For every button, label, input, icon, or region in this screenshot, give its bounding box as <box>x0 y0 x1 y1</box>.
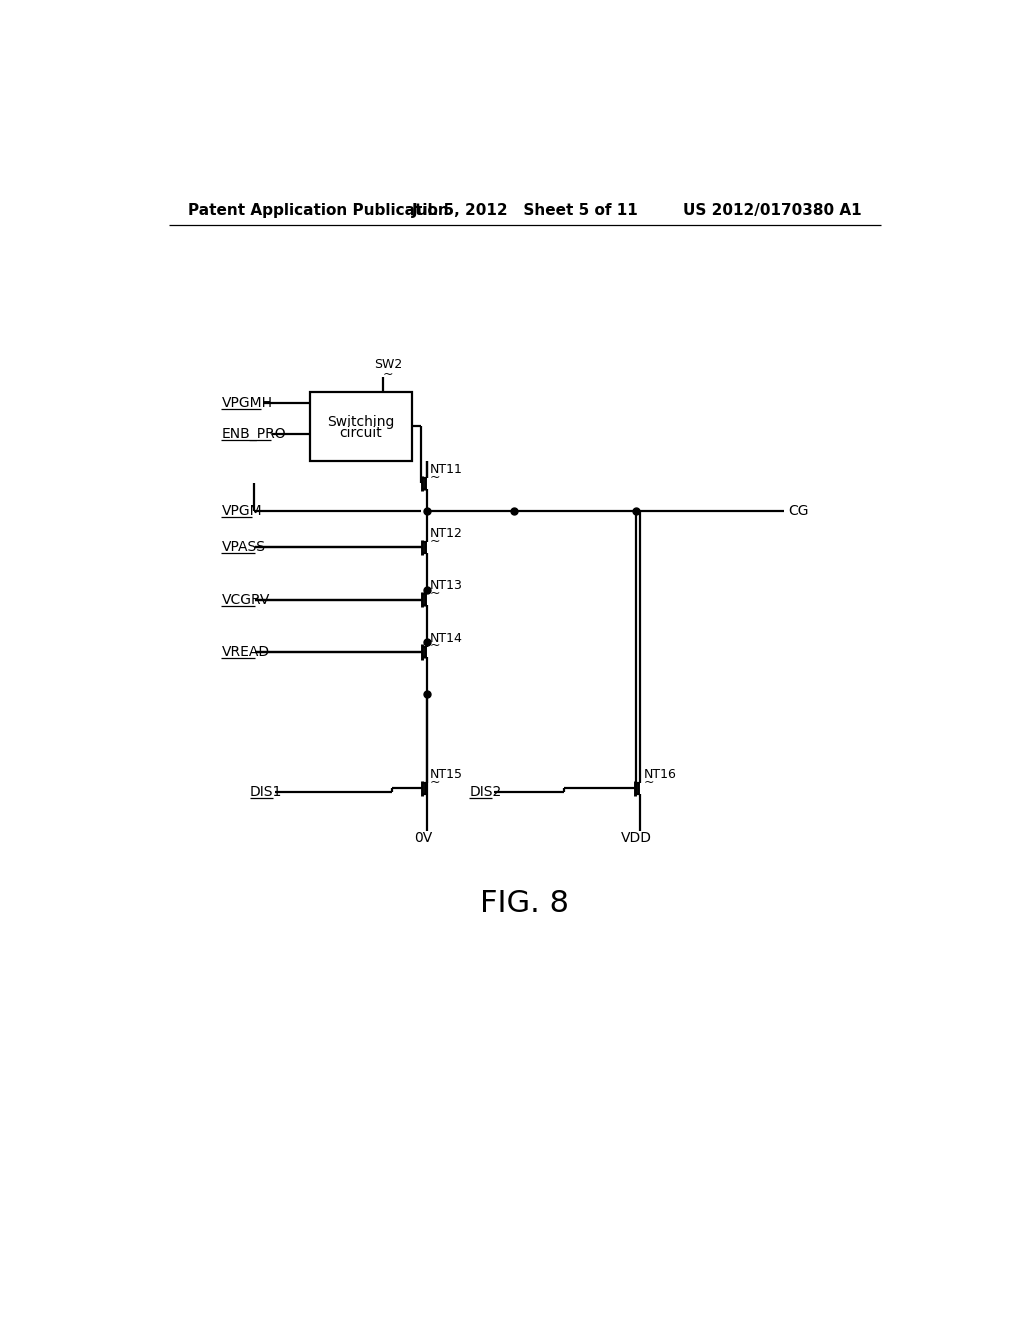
Text: VPGM: VPGM <box>221 504 262 517</box>
Text: DIS2: DIS2 <box>469 785 502 799</box>
Text: VPASS: VPASS <box>221 540 265 554</box>
Text: ~: ~ <box>430 535 440 548</box>
Text: VDD: VDD <box>621 832 652 845</box>
Text: ~: ~ <box>430 587 440 601</box>
Text: VCGRV: VCGRV <box>221 593 269 607</box>
Text: VPGMH: VPGMH <box>221 396 272 411</box>
Text: US 2012/0170380 A1: US 2012/0170380 A1 <box>683 203 862 218</box>
Text: FIG. 8: FIG. 8 <box>480 890 569 919</box>
Text: NT13: NT13 <box>430 579 463 593</box>
Text: 0V: 0V <box>414 832 432 845</box>
Text: circuit: circuit <box>339 426 382 441</box>
Text: NT14: NT14 <box>430 631 463 644</box>
Text: Patent Application Publication: Patent Application Publication <box>188 203 450 218</box>
Text: ~: ~ <box>430 639 440 652</box>
Text: ~: ~ <box>643 776 654 788</box>
Text: Switching: Switching <box>327 414 394 429</box>
Text: CG: CG <box>788 504 809 517</box>
Bar <box>310 392 412 461</box>
Text: ENB_PRO: ENB_PRO <box>221 428 286 441</box>
Text: ~: ~ <box>430 471 440 483</box>
Text: VREAD: VREAD <box>221 645 269 659</box>
Text: NT16: NT16 <box>643 768 676 781</box>
Text: NT11: NT11 <box>430 463 463 477</box>
Text: SW2: SW2 <box>374 358 402 371</box>
Text: DIS1: DIS1 <box>250 785 283 799</box>
Text: Jul. 5, 2012   Sheet 5 of 11: Jul. 5, 2012 Sheet 5 of 11 <box>412 203 638 218</box>
Text: ~: ~ <box>430 776 440 788</box>
Text: ~: ~ <box>383 367 393 380</box>
Text: NT15: NT15 <box>430 768 463 781</box>
Text: NT12: NT12 <box>430 527 463 540</box>
